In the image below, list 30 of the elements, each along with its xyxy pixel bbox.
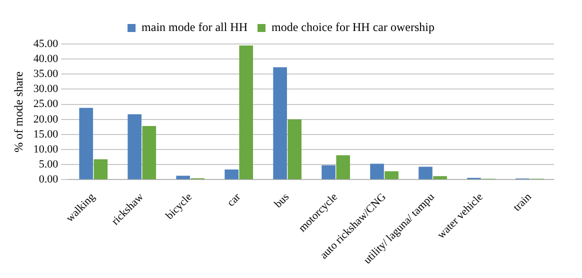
bar bbox=[94, 159, 108, 180]
bar bbox=[224, 169, 238, 180]
y-axis-title: % of mode share bbox=[11, 71, 26, 152]
x-tick-label: car bbox=[225, 190, 244, 210]
bar bbox=[128, 114, 142, 180]
bar bbox=[273, 67, 287, 180]
bar bbox=[288, 119, 302, 180]
y-tick-label: 35.00 bbox=[33, 68, 59, 80]
y-tick-label: 40.00 bbox=[33, 52, 59, 65]
y-tick-label: 20.00 bbox=[33, 113, 59, 126]
y-tick-label: 15.00 bbox=[33, 128, 59, 140]
bar bbox=[239, 46, 254, 180]
legend-label: main mode for all HH bbox=[142, 20, 248, 34]
y-tick-label: 25.00 bbox=[33, 98, 59, 110]
legend-label: mode choice for HH car owership bbox=[272, 20, 434, 34]
bar bbox=[142, 126, 156, 180]
bar bbox=[79, 108, 94, 180]
y-tick-label: 45.00 bbox=[33, 38, 59, 50]
y-tick-label: 10.00 bbox=[33, 143, 59, 156]
x-tick-label: bus bbox=[272, 191, 292, 210]
bar bbox=[418, 166, 432, 180]
bar bbox=[433, 176, 447, 180]
bar bbox=[322, 165, 336, 180]
y-tick-label: 0.00 bbox=[38, 174, 59, 186]
bar bbox=[336, 155, 350, 180]
y-tick-label: 5.00 bbox=[38, 158, 59, 171]
bar bbox=[370, 164, 384, 180]
x-tick-label: train bbox=[511, 190, 534, 214]
y-tick-label: 30.00 bbox=[33, 83, 59, 96]
bar bbox=[384, 171, 398, 180]
